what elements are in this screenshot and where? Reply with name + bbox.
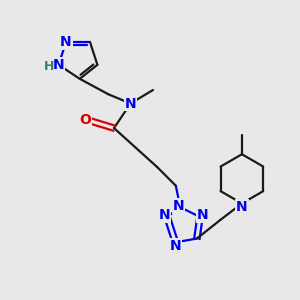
- Text: N: N: [60, 35, 72, 49]
- Text: N: N: [236, 200, 248, 214]
- Text: N: N: [53, 58, 64, 72]
- Text: N: N: [173, 199, 184, 213]
- Text: H: H: [44, 60, 54, 73]
- Text: O: O: [79, 113, 91, 127]
- Text: N: N: [159, 208, 170, 222]
- Text: N: N: [169, 239, 181, 253]
- Text: N: N: [196, 208, 208, 222]
- Text: N: N: [125, 97, 136, 110]
